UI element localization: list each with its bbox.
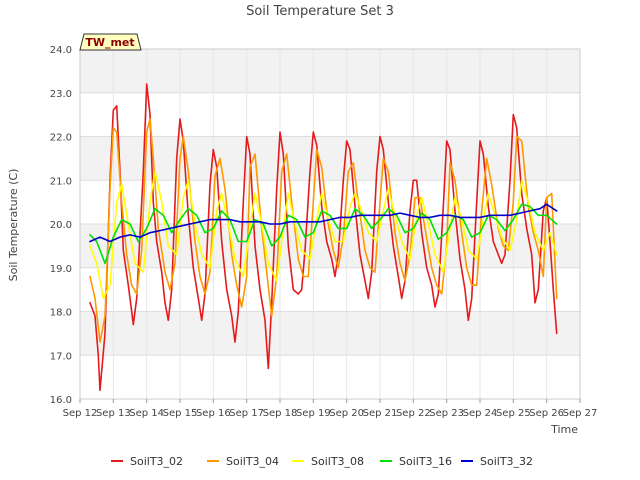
x-axis-label: Time — [550, 423, 578, 436]
y-axis-label: Soil Temperature (C) — [7, 169, 20, 282]
legend-label: SoilT3_32 — [480, 455, 533, 468]
x-tick-label: Sep 26 — [529, 408, 564, 419]
x-tick-label: Sep 27 — [563, 408, 598, 419]
x-tick-label: Sep 22 — [396, 408, 431, 419]
station-badge-shape — [79, 33, 142, 51]
plot-band — [80, 49, 580, 93]
x-tick-label: Sep 18 — [263, 408, 298, 419]
plot-band — [80, 311, 580, 356]
y-tick-label: 16.0 — [50, 395, 72, 406]
y-tick-label: 21.0 — [50, 176, 72, 187]
legend-label: SoilT3_08 — [311, 455, 364, 468]
y-tick-label: 24.0 — [50, 45, 72, 56]
x-tick-label: Sep 23 — [429, 408, 464, 419]
series-line-soilt3-32 — [89, 203, 558, 243]
x-tick-label: Sep 20 — [329, 408, 364, 419]
x-tick-label: Sep 19 — [296, 408, 331, 419]
x-tick-label: Sep 16 — [196, 408, 231, 419]
chart-title: Soil Temperature Set 3 — [246, 4, 394, 19]
x-tick-label: Sep 25 — [496, 408, 531, 419]
legend-label: SoilT3_16 — [399, 455, 452, 468]
plot-band — [80, 136, 580, 181]
station-badge: TW_met — [79, 33, 142, 51]
series-line-soilt3-16 — [89, 203, 558, 265]
y-axis-ticks: 16.0 17.0 18.0 19.0 20.0 21.0 22.0 23.0 24.0 — [50, 45, 72, 406]
series-line-soilt3-02 — [89, 83, 558, 392]
y-tick-label: 23.0 — [50, 89, 72, 100]
x-tick-label: Sep 12 — [63, 408, 98, 419]
y-tick-label: 22.0 — [50, 133, 72, 144]
y-tick-label: 20.0 — [50, 220, 72, 231]
y-tick-label: 19.0 — [50, 264, 72, 275]
x-tick-label: Sep 15 — [163, 408, 198, 419]
plot-background-bands — [80, 49, 580, 356]
x-tick-label: Sep 17 — [229, 408, 264, 419]
x-tick-label: Sep 21 — [363, 408, 398, 419]
station-badge-label: TW_met — [85, 36, 134, 49]
y-tick-label: 18.0 — [50, 308, 72, 319]
x-tick-label: Sep 14 — [129, 408, 164, 419]
plot-series-lines — [89, 83, 558, 392]
y-tick-label: 17.0 — [50, 351, 72, 362]
x-tick-label: Sep 13 — [96, 408, 131, 419]
series-line-soilt3-08 — [89, 170, 558, 300]
legend: SoilT3_02 SoilT3_04 SoilT3_08 SoilT3_16 Soil… — [111, 455, 533, 468]
plot-frame — [79, 48, 581, 400]
x-tick-label: Sep 24 — [463, 408, 498, 419]
legend-label: SoilT3_02 — [130, 455, 183, 468]
legend-label: SoilT3_04 — [226, 455, 279, 468]
